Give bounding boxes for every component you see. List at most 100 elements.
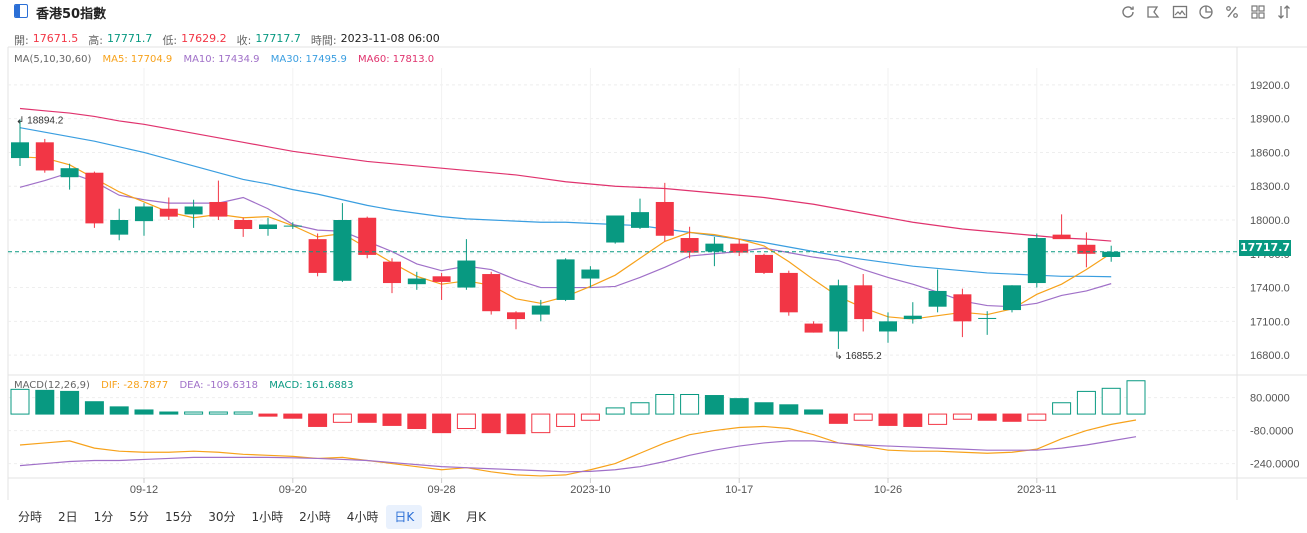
max-price-label: ↲ 18894.2	[16, 115, 64, 126]
macd-bar	[1027, 413, 1047, 421]
macd-tick-label: 80.0000	[1250, 393, 1290, 405]
time-tick-label: 2023-11	[1017, 484, 1057, 496]
candle-body	[457, 260, 476, 288]
price-tick-label: 19200.0	[1250, 80, 1290, 92]
macd-bar	[60, 390, 80, 415]
candle-body	[1003, 285, 1021, 311]
macd-bar	[903, 413, 923, 427]
time-tick-label: 09-12	[130, 484, 158, 496]
macd-bar	[382, 413, 402, 426]
period-tab-1[interactable]: 2日	[58, 510, 78, 524]
macd-bar	[159, 411, 179, 415]
price-tick-label: 17100.0	[1250, 316, 1290, 328]
macd-bar	[109, 406, 129, 415]
candle-body	[1052, 234, 1071, 240]
macd-bar	[283, 413, 303, 419]
macd-bar	[680, 393, 700, 415]
macd-bar	[580, 413, 600, 421]
period-tab-5[interactable]: 30分	[208, 510, 236, 524]
candle-body	[978, 317, 997, 319]
macd-legend-title: MACD(12,26,9)	[14, 380, 90, 391]
close-label: 收:	[236, 34, 252, 47]
candle-body	[655, 201, 674, 236]
draw-icon[interactable]	[1141, 2, 1167, 22]
open-label: 開:	[14, 34, 29, 47]
candlestick-chart[interactable]: 19200.018900.018600.018300.018000.017700…	[0, 0, 1307, 500]
candle-body	[928, 290, 947, 307]
ma-legend-title: MA(5,10,30,60)	[14, 54, 92, 65]
price-tick-label: 18600.0	[1250, 147, 1290, 159]
period-tab-7[interactable]: 2小時	[299, 510, 331, 524]
candle-body	[507, 312, 525, 320]
macd-bar	[704, 395, 724, 415]
ohlc-readout: 開: 17671.5 高: 17771.7 低: 17629.2 收: 17717.7 …	[14, 32, 450, 48]
period-tab-8[interactable]: 4小時	[346, 510, 379, 524]
ma60-line	[19, 107, 1112, 242]
time-tick-label: 2023-10	[570, 484, 610, 496]
macd-bar	[332, 413, 352, 423]
time-tick-label: 10-26	[874, 484, 902, 496]
period-tab-9[interactable]: 日K	[386, 505, 423, 529]
time-tick-label: 09-28	[428, 484, 456, 496]
macd-bar	[481, 413, 501, 434]
time-tick-label: 10-17	[725, 484, 753, 496]
candle-body	[159, 208, 178, 217]
candle-body	[135, 206, 153, 222]
macd-bar	[308, 413, 328, 427]
macd-bar	[828, 413, 848, 424]
candle-body	[358, 217, 377, 255]
candle-body	[1077, 244, 1096, 254]
period-tab-4[interactable]: 15分	[164, 510, 193, 524]
candle-body	[1027, 238, 1046, 284]
period-tab-6[interactable]: 1小時	[251, 510, 284, 524]
candle-body	[407, 278, 426, 285]
macd-bar	[655, 393, 675, 415]
candle-body	[85, 172, 104, 224]
macd-bar	[977, 413, 997, 421]
percent-icon[interactable]	[1219, 2, 1245, 22]
period-tab-3[interactable]: 5分	[129, 510, 149, 524]
candle-body	[110, 220, 129, 235]
image-icon[interactable]	[1167, 2, 1193, 22]
ma5-value: MA5: 17704.9	[102, 54, 173, 65]
refresh-icon[interactable]	[1115, 2, 1141, 22]
pie-chart-icon[interactable]	[1193, 2, 1219, 22]
period-tab-10[interactable]: 週K	[430, 510, 451, 524]
candle-body	[234, 220, 253, 230]
period-tab-2[interactable]: 1分	[93, 510, 114, 524]
candle-body	[556, 259, 575, 300]
grid-icon[interactable]	[1245, 2, 1271, 22]
period-tab-0[interactable]: 分時	[18, 510, 43, 524]
macd-bar	[952, 413, 972, 420]
ma10-value: MA10: 17434.9	[183, 54, 260, 65]
macd-value: MACD: 161.6883	[269, 380, 354, 391]
macd-bar	[134, 409, 154, 415]
macd-bar	[357, 413, 377, 423]
macd-bar	[432, 413, 452, 434]
period-selector: 分時 2日 1分 5分 15分 30分 1小時 2小時 4小時 日K 週K 月K	[10, 505, 494, 529]
candle-body	[259, 224, 277, 230]
period-tab-11[interactable]: 月K	[466, 510, 487, 524]
ma60-value: MA60: 17813.0	[358, 54, 435, 65]
candle-body	[531, 305, 550, 315]
open-value: 17671.5	[32, 32, 79, 45]
macd-bar	[35, 389, 55, 415]
dif-line	[19, 419, 1137, 477]
macd-bar	[853, 413, 873, 421]
candle-body	[779, 272, 798, 313]
candle-body	[35, 142, 54, 171]
candle-body	[11, 142, 29, 159]
macd-bar	[630, 402, 650, 415]
time-value: 2023-11-08 06:00	[340, 32, 440, 45]
dea-line	[19, 436, 1137, 473]
sidebar-toggle-icon[interactable]	[14, 4, 28, 18]
macd-bar	[878, 413, 898, 426]
candle-body	[606, 215, 625, 243]
sort-icon[interactable]	[1271, 2, 1297, 22]
macd-bar	[1126, 380, 1146, 415]
macd-bar	[605, 407, 625, 415]
candle-body	[482, 274, 501, 312]
time-tick-label: 09-20	[279, 484, 307, 496]
instrument-title: 香港50指數	[36, 7, 107, 22]
macd-bar	[1052, 402, 1072, 415]
